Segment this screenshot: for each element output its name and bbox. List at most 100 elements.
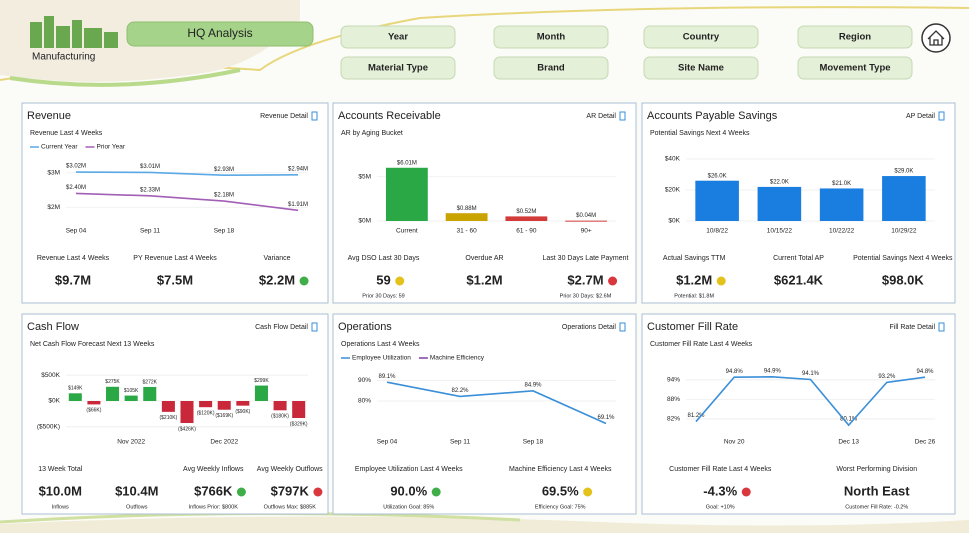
filter-label: Brand xyxy=(537,63,565,74)
kpi-value: $10.0M xyxy=(39,483,82,498)
detail-link[interactable]: AR Detail xyxy=(586,113,616,120)
legend-label: Current Year xyxy=(41,144,78,151)
bar xyxy=(292,401,305,418)
data-label: 94.9% xyxy=(764,368,782,374)
x-tick-label: 10/15/22 xyxy=(767,228,793,235)
data-label: 84.9% xyxy=(524,382,542,388)
data-label: $26.0K xyxy=(708,173,727,179)
x-tick-label: Current xyxy=(396,228,418,235)
data-label: $1.91M xyxy=(288,202,308,208)
data-label: $0.04M xyxy=(576,213,596,219)
status-indicator xyxy=(395,277,404,286)
chart-subtitle: Potential Savings Next 4 Weeks xyxy=(650,130,750,137)
kpi-label: Overdue AR xyxy=(465,255,503,262)
logo-building xyxy=(56,26,70,48)
detail-link[interactable]: AP Detail xyxy=(906,113,935,120)
kpi-label: Avg DSO Last 30 Days xyxy=(348,255,420,262)
chart-subtitle: Revenue Last 4 Weeks xyxy=(30,130,103,137)
panel-title: Accounts Receivable xyxy=(338,110,441,122)
x-tick-label: 10/29/22 xyxy=(891,228,917,235)
detail-link[interactable]: Operations Detail xyxy=(562,324,617,331)
x-tick-label: Sep 11 xyxy=(450,439,471,446)
kpi-note: Utilization Goal: 85% xyxy=(383,504,434,510)
filter-label: Month xyxy=(537,32,566,43)
data-label: $21.0K xyxy=(832,181,851,187)
bar xyxy=(446,213,488,221)
kpi-note: Potential: $1.8M xyxy=(674,293,714,299)
dashboard: Manufacturing HQ Analysis YearMonthCount… xyxy=(0,0,969,533)
bar xyxy=(758,187,802,221)
kpi-value: $2.7M xyxy=(567,272,603,287)
kpi-label: PY Revenue Last 4 Weeks xyxy=(133,255,217,262)
logo-text: Manufacturing xyxy=(32,52,95,63)
kpi-value: $98.0K xyxy=(882,272,925,287)
bar xyxy=(386,168,428,221)
kpi-label: Current Total AP xyxy=(773,255,824,262)
kpi-label: 13 Week Total xyxy=(38,466,83,473)
y-tick-label: $0M xyxy=(358,218,371,225)
data-label: $29.0K xyxy=(894,169,913,175)
bar xyxy=(199,401,212,407)
panel: Revenue Revenue Detail Revenue Last 4 Week… xyxy=(22,103,328,303)
kpi-value: $1.2M xyxy=(466,272,502,287)
data-label: ($180K) xyxy=(271,414,289,420)
home-button[interactable] xyxy=(922,24,950,52)
y-tick-label: ($500K) xyxy=(37,424,60,431)
data-label: $3.02M xyxy=(66,164,86,170)
kpi-value: 59 xyxy=(376,272,390,287)
kpi-value: $621.4K xyxy=(774,272,824,287)
x-tick-label: Sep 18 xyxy=(523,439,544,446)
kpi-note: Efficiency Goal: 75% xyxy=(535,504,586,510)
logo-building xyxy=(72,20,82,48)
panel-title: Customer Fill Rate xyxy=(647,321,738,333)
x-tick-label: 10/22/22 xyxy=(829,228,855,235)
x-tick-label: 10/8/22 xyxy=(706,228,728,235)
y-tick-label: $500K xyxy=(41,372,60,379)
y-tick-label: 90% xyxy=(358,377,371,384)
panel: Customer Fill Rate Fill Rate Detail Custom… xyxy=(642,314,955,514)
bar xyxy=(87,401,100,404)
filter-label: Site Name xyxy=(678,63,724,74)
kpi-value: $9.7M xyxy=(55,272,91,287)
kpi-label: Actual Savings TTM xyxy=(663,255,726,262)
data-label: $2.33M xyxy=(140,187,160,193)
bar xyxy=(820,188,864,221)
x-tick-label: Sep 04 xyxy=(66,228,87,235)
filter-label: Year xyxy=(388,32,408,43)
detail-link[interactable]: Fill Rate Detail xyxy=(889,324,935,331)
data-label: $0.88M xyxy=(457,206,477,212)
status-indicator xyxy=(313,488,322,497)
kpi-value: North East xyxy=(844,483,910,498)
bar xyxy=(106,387,119,401)
kpi-value: $10.4M xyxy=(115,483,158,498)
data-label: 94.1% xyxy=(802,371,820,377)
bar xyxy=(236,401,249,406)
bar xyxy=(274,401,287,410)
data-label: ($329K) xyxy=(290,421,308,427)
x-tick-label: Sep 11 xyxy=(140,228,161,235)
x-tick-label: Dec 13 xyxy=(838,439,859,446)
x-tick-label: Dec 2022 xyxy=(210,439,238,446)
bar xyxy=(143,387,156,401)
y-tick-label: $5M xyxy=(358,173,371,180)
panel-title: Revenue xyxy=(27,110,71,122)
kpi-value: $2.2M xyxy=(259,272,295,287)
data-label: 94.8% xyxy=(916,369,934,375)
kpi-value: $797K xyxy=(271,483,310,498)
kpi-note: Goal: +10% xyxy=(706,504,735,510)
status-indicator xyxy=(300,277,309,286)
x-tick-label: Nov 2022 xyxy=(117,439,145,446)
kpi-note: Customer Fill Rate: -0.2% xyxy=(845,504,908,510)
detail-link[interactable]: Revenue Detail xyxy=(260,113,308,120)
kpi-note: Prior 30 Days: 59 xyxy=(362,293,405,299)
data-label: $6.01M xyxy=(397,160,417,166)
data-label: 82.2% xyxy=(451,388,469,394)
data-label: ($210K) xyxy=(159,415,177,421)
detail-link[interactable]: Cash Flow Detail xyxy=(255,324,308,331)
bar xyxy=(218,401,231,410)
kpi-note: Outflows xyxy=(126,504,148,510)
panel-title: Operations xyxy=(338,321,392,333)
kpi-label: Customer Fill Rate Last 4 Weeks xyxy=(669,466,772,473)
bar xyxy=(69,393,82,401)
kpi-value: 90.0% xyxy=(390,483,427,498)
